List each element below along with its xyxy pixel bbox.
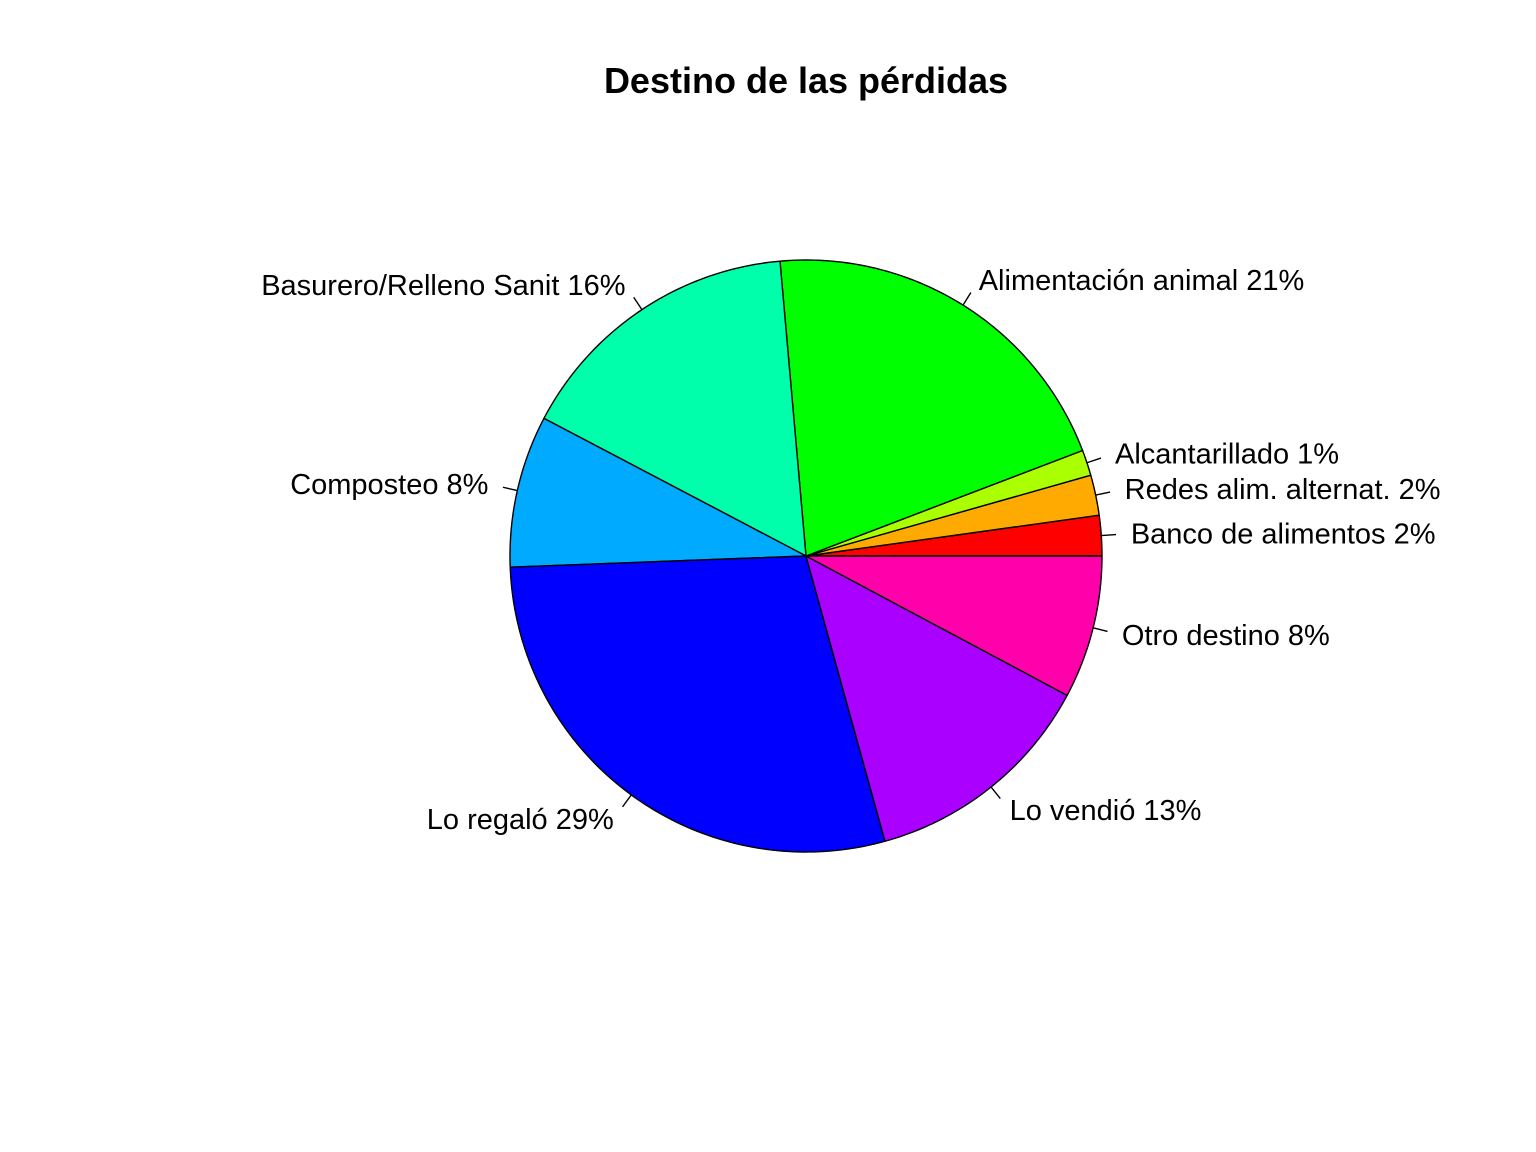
label-ticks	[502, 292, 1117, 808]
slice-alimentacion-animal	[779, 259, 1084, 557]
tick-redes-alim-alternat	[1095, 491, 1111, 496]
label-lo-vendio: Lo vendió 13%	[1010, 795, 1202, 827]
chart-title: Destino de las pérdidas	[604, 60, 1008, 101]
tick-alimentacion-animal	[962, 292, 972, 306]
tick-composteo	[502, 486, 518, 492]
tick-basurero-relleno-sanit	[633, 296, 643, 311]
label-composteo: Composteo 8%	[290, 469, 488, 501]
slice-otro-destino	[805, 555, 1103, 697]
tick-otro-destino	[1092, 627, 1108, 633]
slice-labels: Banco de alimentos 2% Redes alim. alterna…	[261, 265, 1440, 836]
label-alcantarillado: Alcantarillado 1%	[1115, 438, 1339, 470]
label-lo-regalo: Lo regaló 29%	[427, 804, 614, 836]
slice-lo-vendio	[805, 555, 1068, 842]
label-redes-alim-alternat: Redes alim. alternat. 2%	[1125, 474, 1441, 506]
tick-lo-vendio	[990, 786, 1001, 799]
label-otro-destino: Otro destino 8%	[1122, 620, 1330, 652]
tick-lo-regalo	[621, 794, 632, 808]
label-banco-de-alimentos: Banco de alimentos 2%	[1131, 519, 1436, 551]
label-alimentacion-animal: Alimentación animal 21%	[979, 265, 1305, 297]
tick-banco-de-alimentos	[1101, 533, 1117, 537]
label-basurero-relleno-sanit: Basurero/Relleno Sanit 16%	[261, 270, 625, 302]
tick-alcantarillado	[1086, 457, 1102, 464]
pie-slices	[509, 259, 1103, 853]
